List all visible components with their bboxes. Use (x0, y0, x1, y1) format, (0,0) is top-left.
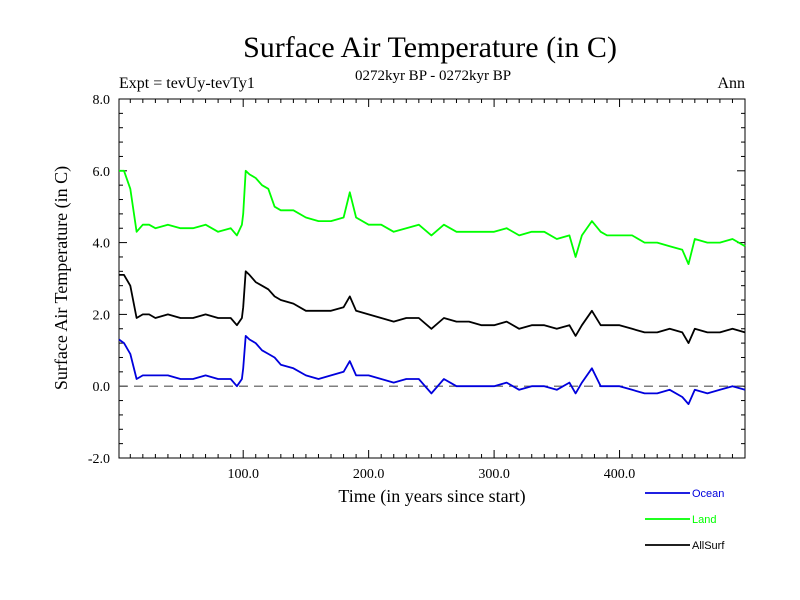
legend: Ocean Land AllSurf (645, 488, 725, 552)
y-tick-label: 0.0 (93, 380, 111, 395)
x-axis-label: Time (in years since start) (338, 486, 525, 507)
y-tick-label: 6.0 (93, 165, 111, 180)
chart-title: Surface Air Temperature (in C) (243, 31, 617, 64)
x-tick-label: 300.0 (478, 467, 510, 482)
series-layer (118, 169, 746, 406)
y-tick-label: -2.0 (88, 452, 110, 467)
y-axis-label: Surface Air Temperature (in C) (51, 166, 72, 390)
plot-frame (118, 98, 746, 459)
series-line-allsurf (119, 270, 746, 345)
y-tick-label: 4.0 (93, 237, 111, 252)
series-line-ocean (118, 334, 746, 406)
legend-label-land: Land (692, 514, 716, 526)
legend-label-ocean: Ocean (692, 488, 724, 500)
x-tick-label: 200.0 (353, 467, 385, 482)
x-tick-label: 100.0 (227, 467, 259, 482)
x-tick-label: 400.0 (604, 467, 636, 482)
experiment-label: Expt = tevUy-tevTy1 (119, 75, 255, 92)
series-line-land (119, 169, 746, 266)
chart-subtitle: 0272kyr BP - 0272kyr BP (355, 68, 511, 84)
y-tick-label: 8.0 (93, 93, 111, 108)
y-tick-label: 2.0 (93, 308, 111, 323)
period-label: Ann (717, 75, 745, 92)
legend-label-allsurf: AllSurf (692, 540, 725, 552)
axes-layer: 100.0 200.0 300.0 400.0 -2.0 0.0 2.0 4.0 6.0 8.0 (88, 93, 745, 482)
